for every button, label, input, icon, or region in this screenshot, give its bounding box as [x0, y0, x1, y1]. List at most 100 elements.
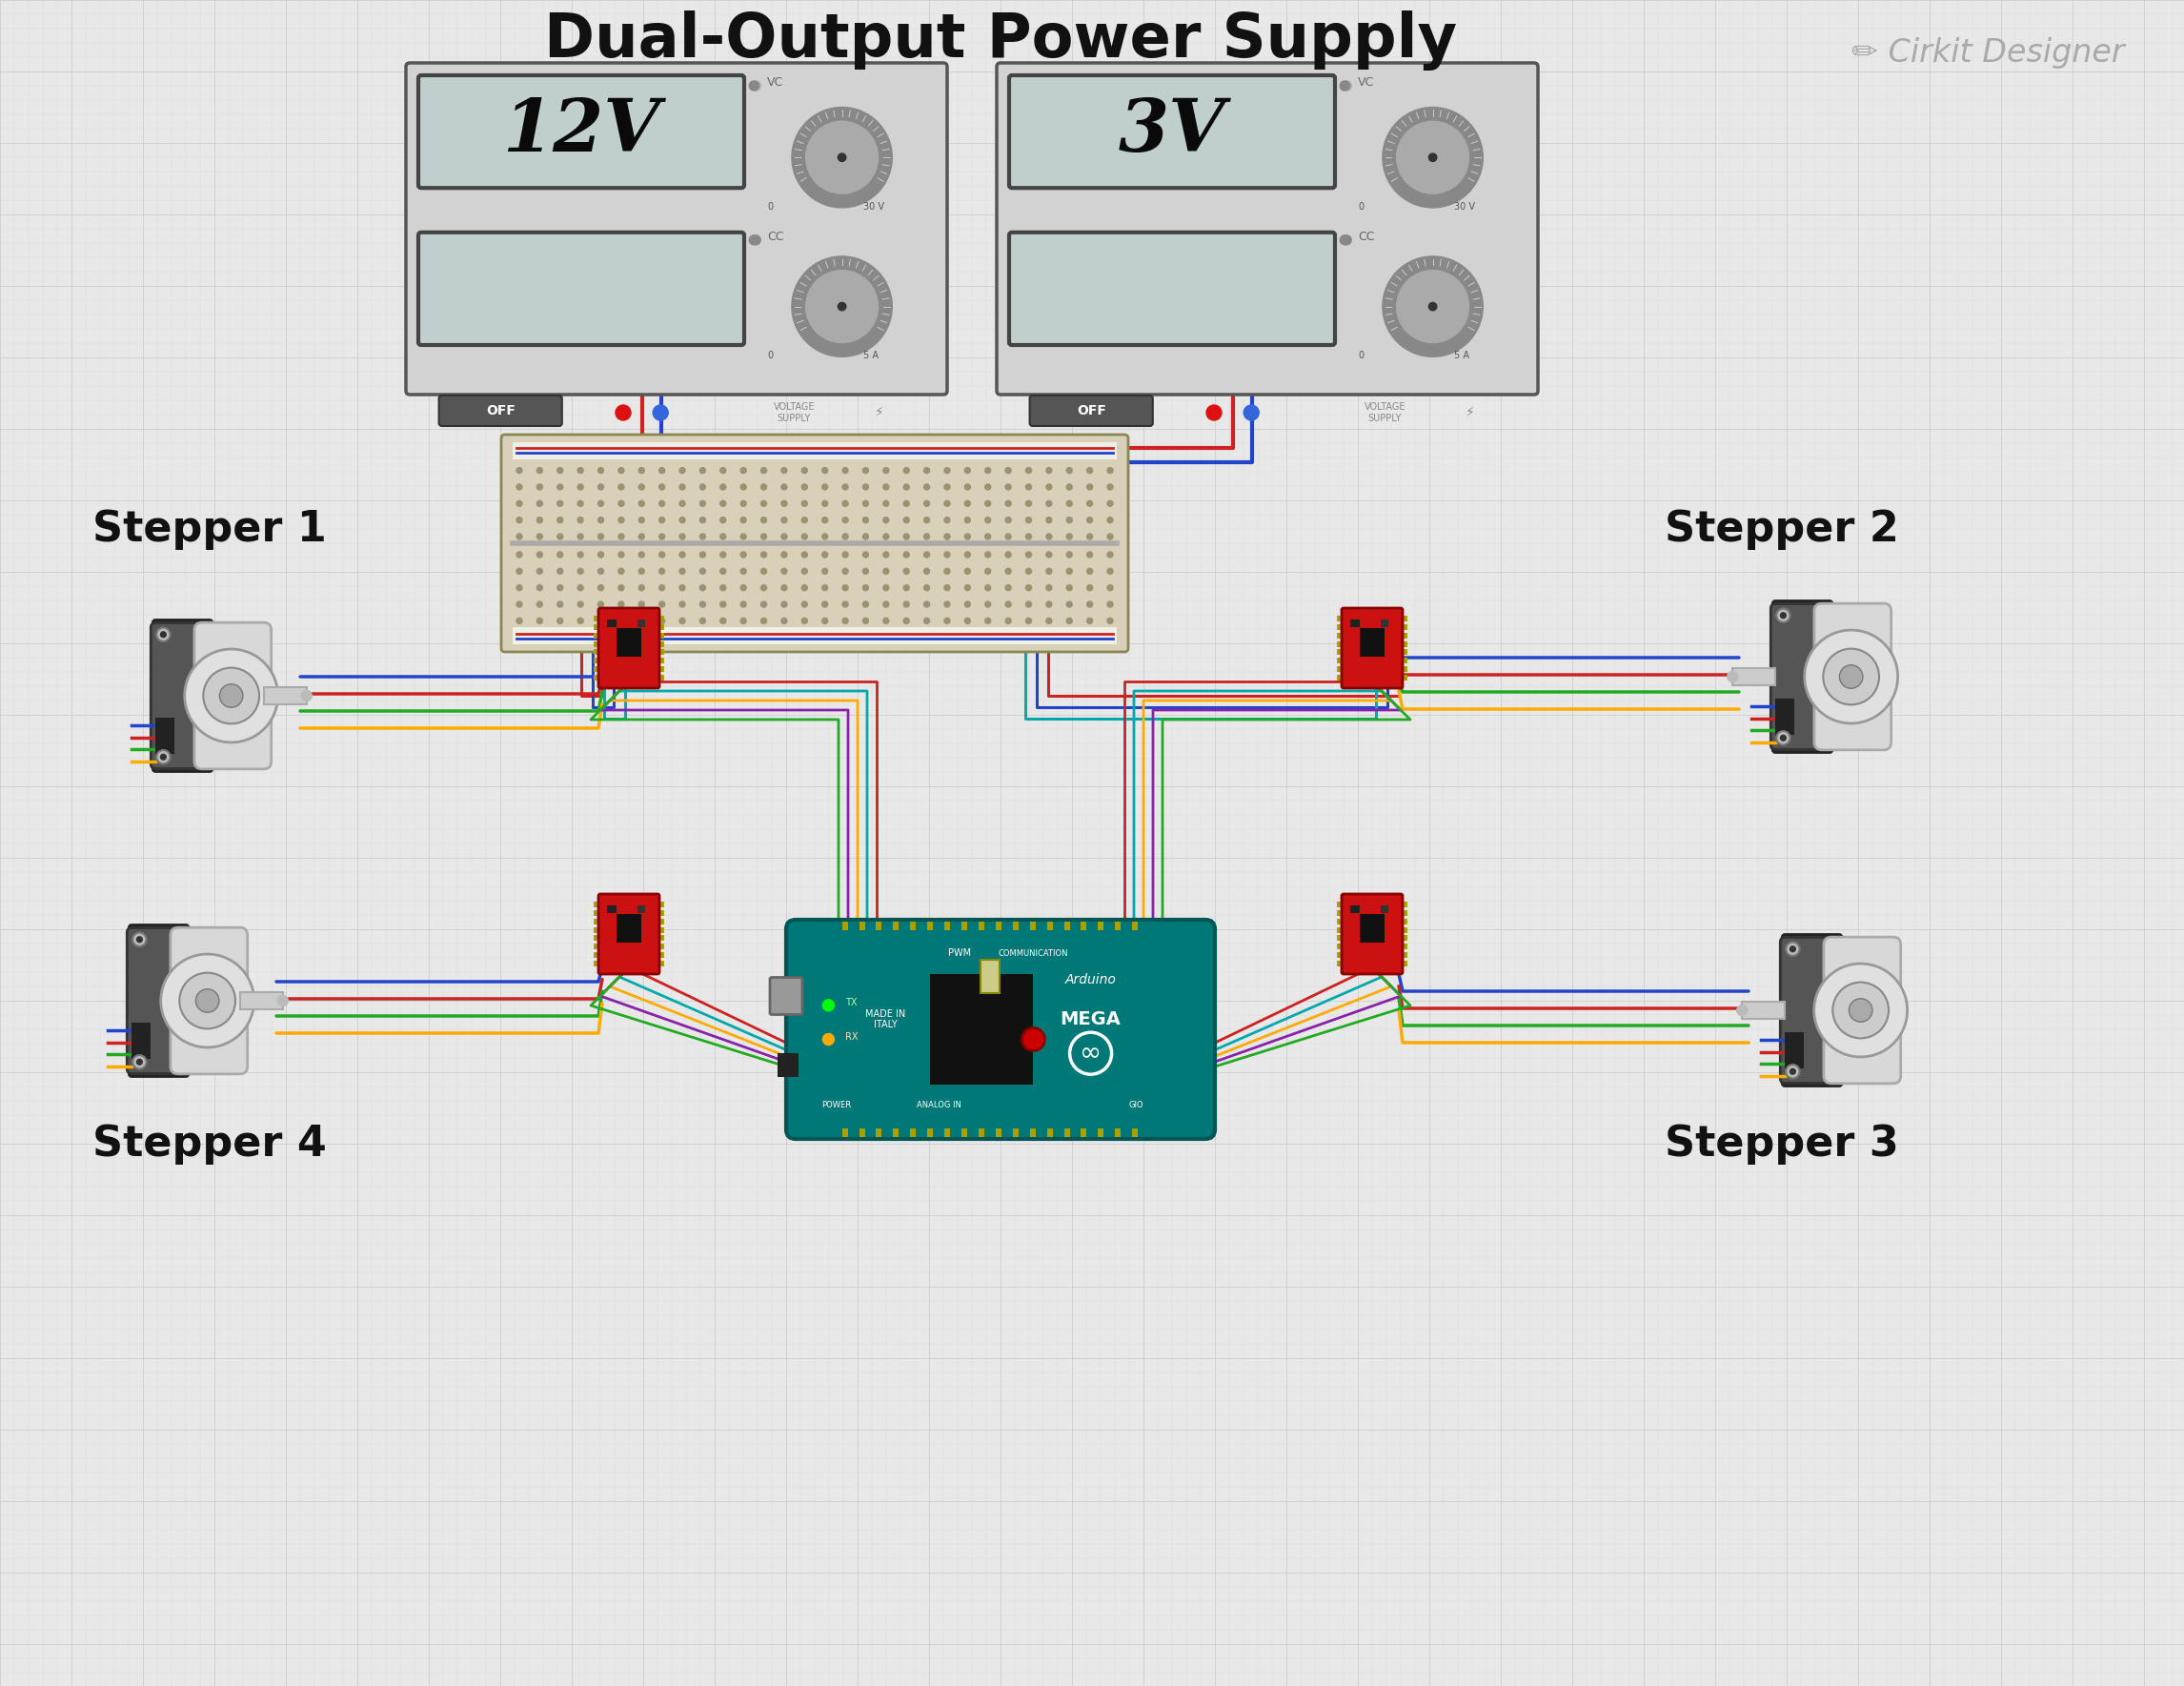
- Text: TX: TX: [845, 998, 856, 1007]
- Bar: [1380, 619, 1389, 627]
- Circle shape: [598, 585, 603, 590]
- Circle shape: [1088, 551, 1092, 558]
- FancyBboxPatch shape: [439, 396, 561, 427]
- Bar: [657, 910, 664, 915]
- Text: VOLTAGE
SUPPLY: VOLTAGE SUPPLY: [773, 403, 815, 423]
- Circle shape: [157, 750, 170, 764]
- Circle shape: [577, 619, 583, 624]
- FancyBboxPatch shape: [419, 233, 745, 346]
- Circle shape: [782, 585, 786, 590]
- Circle shape: [965, 568, 970, 575]
- Circle shape: [943, 467, 950, 474]
- Bar: [943, 922, 950, 931]
- Circle shape: [1107, 568, 1114, 575]
- Circle shape: [943, 501, 950, 506]
- Circle shape: [577, 602, 583, 607]
- Circle shape: [638, 619, 644, 624]
- Circle shape: [1066, 534, 1072, 540]
- Bar: [1031, 922, 1035, 931]
- Circle shape: [751, 81, 760, 91]
- FancyBboxPatch shape: [1341, 609, 1402, 688]
- Circle shape: [760, 585, 767, 590]
- Circle shape: [821, 501, 828, 506]
- Circle shape: [793, 256, 893, 357]
- Circle shape: [1107, 484, 1114, 491]
- Circle shape: [1736, 1005, 1747, 1017]
- Circle shape: [863, 619, 869, 624]
- Circle shape: [924, 585, 930, 590]
- Circle shape: [515, 467, 522, 474]
- Bar: [1099, 922, 1103, 931]
- Circle shape: [802, 484, 808, 491]
- Bar: [893, 922, 900, 931]
- Circle shape: [882, 619, 889, 624]
- Circle shape: [760, 568, 767, 575]
- FancyBboxPatch shape: [406, 62, 948, 395]
- Circle shape: [985, 619, 992, 624]
- Bar: [1400, 902, 1406, 907]
- FancyBboxPatch shape: [1029, 396, 1153, 427]
- Circle shape: [821, 467, 828, 474]
- Circle shape: [740, 467, 747, 474]
- Circle shape: [638, 568, 644, 575]
- Circle shape: [1088, 467, 1092, 474]
- Circle shape: [660, 518, 664, 523]
- Circle shape: [577, 568, 583, 575]
- Circle shape: [638, 467, 644, 474]
- Circle shape: [1088, 568, 1092, 575]
- Circle shape: [577, 518, 583, 523]
- Bar: [1337, 649, 1345, 656]
- Circle shape: [557, 467, 563, 474]
- Bar: [638, 905, 644, 912]
- Circle shape: [537, 518, 542, 523]
- Circle shape: [660, 467, 664, 474]
- Circle shape: [943, 551, 950, 558]
- Text: Stepper 1: Stepper 1: [92, 509, 328, 550]
- Text: 5 A: 5 A: [1455, 351, 1470, 361]
- Bar: [657, 944, 664, 949]
- Circle shape: [782, 467, 786, 474]
- Text: Stepper 2: Stepper 2: [1664, 509, 1900, 550]
- Bar: [1337, 666, 1345, 673]
- Circle shape: [843, 467, 847, 474]
- Circle shape: [863, 467, 869, 474]
- Bar: [657, 936, 664, 941]
- Bar: [996, 1128, 1000, 1136]
- Bar: [1337, 927, 1345, 932]
- Circle shape: [751, 236, 760, 244]
- Bar: [657, 632, 664, 639]
- Circle shape: [660, 619, 664, 624]
- Circle shape: [537, 534, 542, 540]
- Circle shape: [863, 534, 869, 540]
- Bar: [1832, 944, 1896, 1076]
- Circle shape: [985, 534, 992, 540]
- Circle shape: [1780, 735, 1787, 742]
- Circle shape: [1046, 518, 1053, 523]
- Circle shape: [679, 568, 686, 575]
- FancyBboxPatch shape: [500, 435, 1129, 652]
- Bar: [961, 922, 968, 931]
- Circle shape: [1107, 501, 1114, 506]
- Circle shape: [882, 501, 889, 506]
- Bar: [911, 922, 915, 931]
- Circle shape: [1066, 467, 1072, 474]
- FancyBboxPatch shape: [1773, 600, 1832, 752]
- Bar: [778, 1054, 799, 1077]
- Circle shape: [1382, 108, 1483, 207]
- Circle shape: [537, 619, 542, 624]
- Circle shape: [1026, 619, 1031, 624]
- Circle shape: [1005, 484, 1011, 491]
- Circle shape: [1026, 467, 1031, 474]
- Circle shape: [843, 568, 847, 575]
- Circle shape: [598, 501, 603, 506]
- Bar: [201, 631, 266, 762]
- Circle shape: [802, 568, 808, 575]
- Bar: [594, 649, 601, 656]
- Circle shape: [721, 585, 725, 590]
- Circle shape: [679, 501, 686, 506]
- Circle shape: [843, 585, 847, 590]
- Circle shape: [1026, 585, 1031, 590]
- Circle shape: [806, 121, 878, 194]
- Bar: [1784, 1032, 1804, 1069]
- Text: CC: CC: [1358, 231, 1374, 243]
